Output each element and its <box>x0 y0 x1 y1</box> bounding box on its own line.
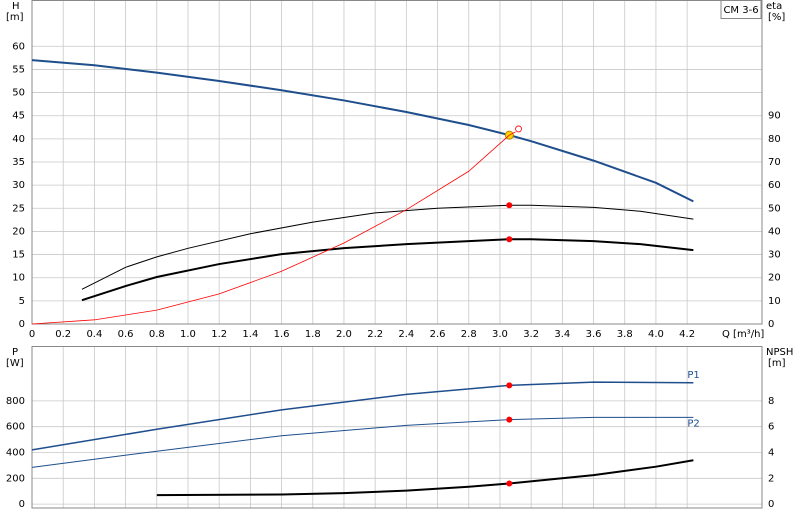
y-tick-label: 40 <box>12 134 25 145</box>
y2-tick-label: 70 <box>768 157 781 168</box>
curve <box>156 459 694 497</box>
duty-point <box>506 202 513 209</box>
x-tick-label: 1.0 <box>180 329 196 340</box>
y-tick-label: 20 <box>12 226 25 237</box>
y-tick-label: 30 <box>12 180 25 191</box>
x-tick-label: 4.2 <box>679 329 695 340</box>
plot-frame <box>31 346 763 509</box>
x-tick-label: 0.6 <box>118 329 134 340</box>
y2-tick-label: 50 <box>768 203 781 214</box>
y-tick-label: 25 <box>12 203 25 214</box>
y-axis-unit: [m] <box>6 12 24 23</box>
y2-axis-unit: [m] <box>768 358 786 369</box>
curve <box>31 131 516 325</box>
y2-axis-unit: [%] <box>768 12 785 23</box>
y2-axis-label: eta <box>766 1 782 12</box>
y2-tick-label: 2 <box>768 473 774 484</box>
y-tick-label: 50 <box>12 88 25 99</box>
y-tick-label: 200 <box>6 473 25 484</box>
y2-tick-label: 80 <box>768 134 781 145</box>
curve <box>31 416 694 468</box>
x-tick-label: 2.6 <box>430 329 446 340</box>
x-tick-label: 2.8 <box>461 329 477 340</box>
x-tick-label: 3.4 <box>554 329 570 340</box>
x-tick-label: 0.4 <box>86 329 102 340</box>
y-tick-label: 15 <box>12 250 25 261</box>
y-axis-unit: [W] <box>6 358 24 369</box>
y2-tick-label: 90 <box>768 111 781 122</box>
y2-tick-label: 0 <box>768 319 774 330</box>
y2-axis-label: NPSH <box>766 347 793 358</box>
y-tick-label: 0 <box>19 319 25 330</box>
y-tick-label: 35 <box>12 157 25 168</box>
y2-tick-label: 20 <box>768 273 781 284</box>
y2-tick-label: 40 <box>768 226 781 237</box>
plot-frame <box>31 0 763 325</box>
y-tick-label: 55 <box>12 64 25 75</box>
x-tick-label: 3.0 <box>492 329 508 340</box>
chart-title: CM 3-6 <box>723 5 758 16</box>
y-axis-label: P <box>12 347 18 358</box>
x-tick-label: 2.2 <box>367 329 383 340</box>
y-tick-label: 0 <box>19 499 25 510</box>
duty-point <box>506 382 513 389</box>
curve-end <box>515 125 522 133</box>
y-tick-label: 5 <box>19 296 25 307</box>
y2-tick-label: 10 <box>768 296 781 307</box>
curve <box>31 381 694 451</box>
y-tick-label: 800 <box>6 396 25 407</box>
x-tick-label: 2.4 <box>398 329 414 340</box>
x-tick-label: 0 <box>29 329 35 340</box>
y2-tick-label: 0 <box>768 499 774 510</box>
curve <box>81 204 694 290</box>
y-tick-label: 600 <box>6 422 25 433</box>
curve <box>81 238 694 302</box>
y2-tick-label: 8 <box>768 396 774 407</box>
x-tick-label: 4.0 <box>648 329 664 340</box>
y2-tick-label: 4 <box>768 447 774 458</box>
x-axis-label: Q [m³/h] <box>722 329 764 340</box>
duty-point <box>506 416 513 423</box>
x-tick-label: 1.6 <box>274 329 290 340</box>
y-tick-label: 400 <box>6 447 25 458</box>
x-tick-label: 0.8 <box>149 329 165 340</box>
y-axis-label: H <box>12 1 20 12</box>
x-tick-label: 1.2 <box>211 329 227 340</box>
x-tick-label: 2.0 <box>336 329 352 340</box>
y-tick-label: 10 <box>12 273 25 284</box>
duty-point <box>506 480 513 487</box>
y-tick-label: 45 <box>12 111 25 122</box>
y2-tick-label: 6 <box>768 422 774 433</box>
curve <box>31 59 694 203</box>
title-box <box>720 0 762 19</box>
y2-tick-label: 30 <box>768 250 781 261</box>
x-tick-label: 3.8 <box>617 329 633 340</box>
x-tick-label: 1.8 <box>305 329 321 340</box>
x-tick-label: 3.2 <box>523 329 539 340</box>
duty-point <box>506 236 513 243</box>
series-label: P2 <box>687 418 699 429</box>
y-tick-label: 60 <box>12 41 25 52</box>
y2-tick-label: 60 <box>768 180 781 191</box>
x-tick-label: 1.4 <box>242 329 258 340</box>
x-tick-label: 0.2 <box>55 329 71 340</box>
x-tick-label: 3.6 <box>586 329 602 340</box>
series-label: P1 <box>687 370 699 381</box>
